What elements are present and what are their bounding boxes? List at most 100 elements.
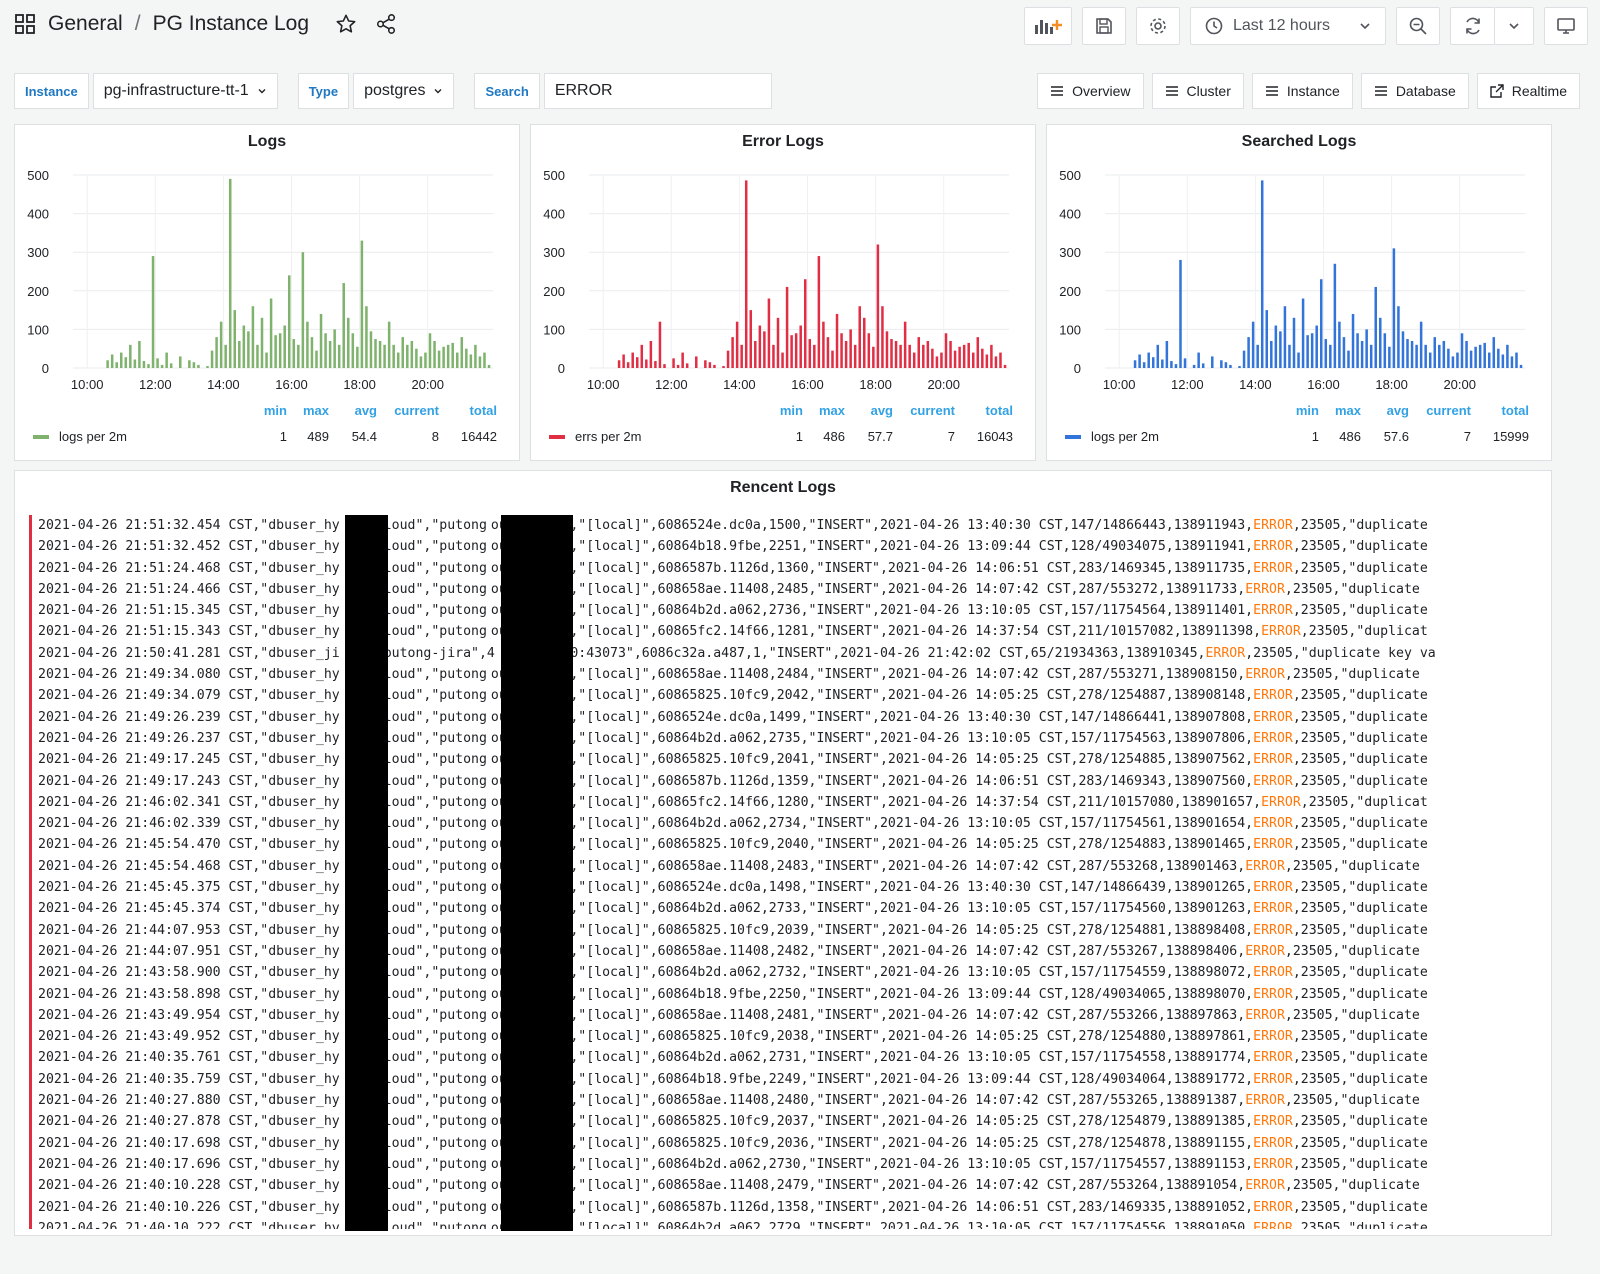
link-database[interactable]: Database [1360,73,1469,109]
log-line[interactable]: 2021-04-26 21:49:26.237 CST,"dbuser_hy lo… [29,727,1547,750]
page-title[interactable]: PG Instance Log [152,12,309,35]
log-line[interactable]: 2021-04-26 21:51:32.454 CST,"dbuser_hy lo… [29,515,1547,537]
chart-bar [160,364,164,368]
log-level: ERROR [1245,581,1285,597]
legend-series[interactable]: logs per 2m 1 489 54.4 8 16442 [33,429,497,444]
legend-header-total[interactable]: total [1501,403,1529,418]
link-cluster[interactable]: Cluster [1151,73,1244,109]
y-tick-label: 300 [1059,245,1081,260]
legend-header-current[interactable]: current [910,403,955,418]
log-level: ERROR [1261,624,1301,640]
link-realtime[interactable]: Realtime [1476,73,1580,109]
legend-header-min[interactable]: min [1295,403,1319,418]
chart-bar [676,364,680,368]
log-line[interactable]: 2021-04-26 21:50:41.281 CST,"dbuser_ji pu… [29,642,1547,665]
log-text: oud",56330,"[local]",6086524e.dc0a,1500,… [490,518,1254,533]
log-line[interactable]: 2021-04-26 21:44:07.951 CST,"dbuser_hy lo… [29,940,1547,963]
log-list[interactable]: 2021-04-26 21:51:32.454 CST,"dbuser_hy lo… [29,515,1547,1229]
log-line[interactable]: 2021-04-26 21:49:26.239 CST,"dbuser_hy lo… [29,706,1547,728]
log-line[interactable]: 2021-04-26 21:43:49.952 CST,"dbuser_hy lo… [29,1026,1547,1048]
legend-header-total[interactable]: total [469,403,497,418]
zoom-out-button[interactable] [1396,7,1440,45]
legend-header-total[interactable]: total [985,403,1013,418]
panel-title[interactable]: Logs [247,133,287,150]
panel-title[interactable]: Error Logs [742,133,824,150]
time-range-picker[interactable]: Last 12 hours [1190,7,1386,45]
legend-header-current[interactable]: current [1426,403,1471,418]
x-tick-label: 20:00 [1443,377,1476,392]
log-level: ERROR [1261,794,1301,810]
link-instance[interactable]: Instance [1251,73,1353,109]
log-line[interactable]: 2021-04-26 21:40:10.222 CST,"dbuser_hy lo… [29,1217,1547,1229]
chart-bar [754,340,757,368]
log-line[interactable]: 2021-04-26 21:49:17.245 CST,"dbuser_hy lo… [29,749,1547,771]
legend-header-max[interactable]: max [818,403,845,418]
logs-chart[interactable]: 0 100 200 300 400 500 10:00 12:00 14:00 16:00 18:0… [15,165,521,405]
legend-header-avg[interactable]: avg [870,403,893,418]
tv-mode-button[interactable] [1544,7,1588,45]
chart-bar [645,359,648,368]
log-line[interactable]: 2021-04-26 21:44:07.953 CST,"dbuser_hy lo… [29,919,1547,941]
log-line[interactable]: 2021-04-26 21:51:24.468 CST,"dbuser_hy lo… [29,557,1547,579]
log-line[interactable]: 2021-04-26 21:49:34.080 CST,"dbuser_hy lo… [29,664,1547,686]
log-line[interactable]: 2021-04-26 21:51:24.466 CST,"dbuser_hy lo… [29,578,1547,601]
log-line[interactable]: 2021-04-26 21:40:27.880 CST,"dbuser_hy lo… [29,1090,1547,1112]
dashboard-grid-icon[interactable] [14,13,36,35]
log-text: 2021-04-26 21:43:49.952 CST,"dbuser_hy [38,1029,340,1045]
chart-bar [1338,321,1341,368]
log-line[interactable]: 2021-04-26 21:49:34.079 CST,"dbuser_hy lo… [29,685,1547,707]
log-line[interactable]: 2021-04-26 21:46:02.341 CST,"dbuser_hy lo… [29,791,1547,814]
log-line[interactable]: 2021-04-26 21:51:32.452 CST,"dbuser_hy lo… [29,536,1547,558]
log-line[interactable]: 2021-04-26 21:40:35.761 CST,"dbuser_hy lo… [29,1047,1547,1069]
chart-bar [119,352,123,368]
settings-button[interactable] [1136,7,1180,45]
log-line[interactable]: 2021-04-26 21:43:49.954 CST,"dbuser_hy lo… [29,1004,1547,1027]
log-line[interactable]: 2021-04-26 21:51:15.345 CST,"dbuser_hy lo… [29,600,1547,622]
refresh-button[interactable] [1450,7,1494,45]
legend-header-min[interactable]: min [779,403,803,418]
legend-series[interactable]: errs per 2m 1 486 57.7 7 16043 [549,429,1013,444]
log-line[interactable]: 2021-04-26 21:45:54.470 CST,"dbuser_hy lo… [29,834,1547,856]
save-dashboard-button[interactable] [1082,7,1126,45]
add-panel-button[interactable] [1024,7,1072,45]
log-line[interactable]: 2021-04-26 21:45:45.375 CST,"dbuser_hy lo… [29,877,1547,899]
panel-title[interactable]: Searched Logs [1241,133,1357,150]
search-input[interactable] [543,73,772,109]
legend-header-avg[interactable]: avg [1386,403,1409,418]
log-line[interactable]: 2021-04-26 21:45:54.468 CST,"dbuser_hy lo… [29,855,1547,878]
log-line[interactable]: 2021-04-26 21:40:10.226 CST,"dbuser_hy lo… [29,1196,1547,1218]
log-line[interactable]: 2021-04-26 21:46:02.339 CST,"dbuser_hy lo… [29,813,1547,835]
chart-bar [781,352,784,368]
type-select[interactable]: postgres [353,73,455,109]
log-text: ,23505,"duplicate [1292,1114,1428,1130]
log-line[interactable]: 2021-04-26 21:51:15.343 CST,"dbuser_hy lo… [29,621,1547,643]
searched-logs-chart[interactable]: 0 100 200 300 400 500 10:00 12:00 14:00 16:00 18:0… [1047,165,1553,405]
log-text: ,23505,"duplicate [1284,1093,1420,1109]
legend-series[interactable]: logs per 2m 1 486 57.6 7 15999 [1065,429,1529,444]
legend-max: 486 [823,429,845,444]
log-line[interactable]: 2021-04-26 21:40:17.698 CST,"dbuser_hy lo… [29,1132,1547,1154]
chart-bar [342,283,345,368]
log-line[interactable]: 2021-04-26 21:45:45.374 CST,"dbuser_hy lo… [29,898,1547,920]
log-line[interactable]: 2021-04-26 21:43:58.900 CST,"dbuser_hy lo… [29,962,1547,984]
log-line[interactable]: 2021-04-26 21:40:27.878 CST,"dbuser_hy lo… [29,1111,1547,1133]
chart-bar [749,310,753,368]
star-icon[interactable] [335,13,357,35]
log-line[interactable]: 2021-04-26 21:40:10.228 CST,"dbuser_hy lo… [29,1175,1547,1197]
instance-select[interactable]: pg-infrastructure-tt-1 [92,73,278,109]
legend-header-min[interactable]: min [263,403,287,418]
refresh-interval-dropdown[interactable] [1494,7,1534,45]
link-overview[interactable]: Overview [1037,73,1144,109]
log-line[interactable]: 2021-04-26 21:43:58.898 CST,"dbuser_hy lo… [29,983,1547,1005]
breadcrumb-folder[interactable]: General [48,12,123,35]
legend-header-avg[interactable]: avg [354,403,377,418]
share-icon[interactable] [375,13,397,35]
log-line[interactable]: 2021-04-26 21:49:17.243 CST,"dbuser_hy lo… [29,770,1547,792]
legend-header-max[interactable]: max [1334,403,1361,418]
legend-header-current[interactable]: current [394,403,439,418]
log-line[interactable]: 2021-04-26 21:40:35.759 CST,"dbuser_hy lo… [29,1068,1547,1091]
log-line[interactable]: 2021-04-26 21:40:17.696 CST,"dbuser_hy lo… [29,1153,1547,1176]
panel-title[interactable]: Rencent Logs [730,479,836,496]
error-logs-chart[interactable]: 0 100 200 300 400 500 10:00 12:00 14:00 16:00 18:0… [531,165,1037,405]
legend-header-max[interactable]: max [302,403,329,418]
